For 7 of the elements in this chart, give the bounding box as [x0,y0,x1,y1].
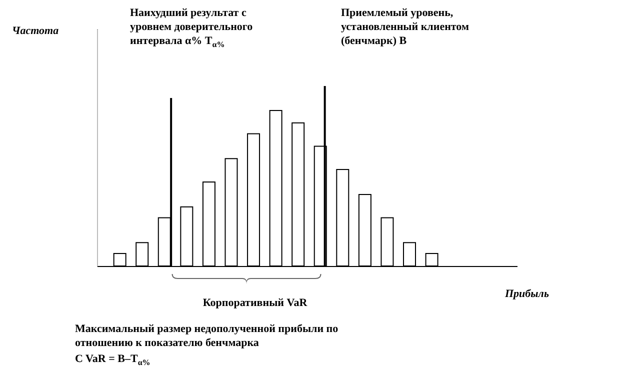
text: Приемлемый уровень, установленный клиентом (бенчмарк) B [341,6,470,48]
text: C VaR = B–T$_{α%}$ [75,352,152,370]
text: Наихудший результат с уровнем доверительного интервала α% T$_{α%}$ [130,6,254,52]
text: Прибыль [505,287,550,301]
text: Частота [12,24,60,38]
text: Максимальный размер недополученной прибыли по отношению к показателю бенчмарка [75,322,340,350]
text: Корпоративный VaR [202,296,308,310]
